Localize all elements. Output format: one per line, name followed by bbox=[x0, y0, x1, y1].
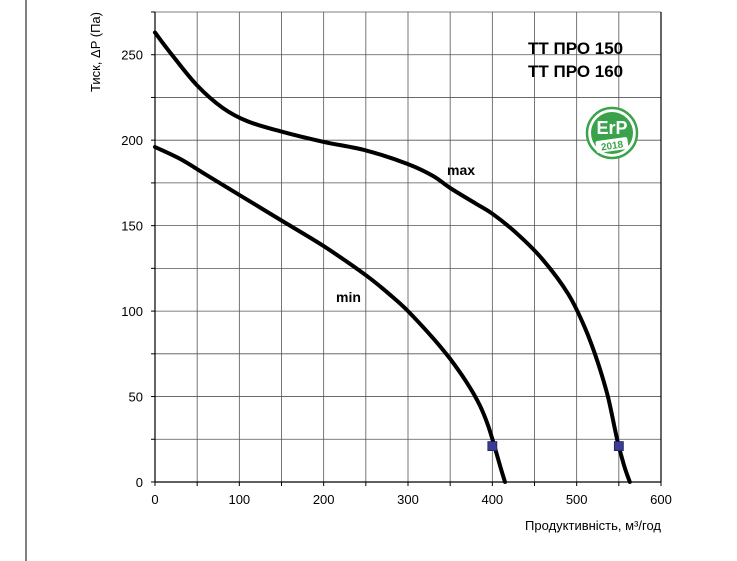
y-tick-label-200: 200 bbox=[121, 133, 143, 148]
operating-point-marker-min bbox=[487, 441, 498, 452]
erp-2018-badge: ErP 2018 bbox=[585, 106, 639, 160]
x-tick-label-500: 500 bbox=[566, 492, 588, 507]
y-tick-label-50: 50 bbox=[129, 390, 143, 405]
y-tick-label-150: 150 bbox=[121, 219, 143, 234]
grid bbox=[155, 11, 661, 482]
tick-labels: 0 100 200 300 400 500 600 0 50 100 150 200 250 bbox=[121, 48, 672, 507]
x-tick-label-100: 100 bbox=[228, 492, 250, 507]
chart-title-line-2: ТТ ПРО 160 bbox=[528, 62, 623, 81]
y-axis-label: Тиск, ΔP (Па) bbox=[88, 12, 103, 92]
axes bbox=[151, 11, 662, 486]
x-tick-label-0: 0 bbox=[151, 492, 158, 507]
badge-erp-text: ErP bbox=[596, 118, 627, 138]
x-tick-label-200: 200 bbox=[313, 492, 335, 507]
y-tick-label-100: 100 bbox=[121, 304, 143, 319]
y-tick-label-250: 250 bbox=[121, 48, 143, 63]
y-tick-label-0: 0 bbox=[136, 475, 143, 490]
badge-year-text: 2018 bbox=[600, 139, 624, 153]
x-tick-label-300: 300 bbox=[397, 492, 419, 507]
series-line-min bbox=[153, 145, 507, 484]
chart-title-line-1: ТТ ПРО 150 bbox=[528, 39, 623, 58]
series-group bbox=[153, 30, 632, 484]
series-label-max: max bbox=[447, 162, 475, 178]
badge-year-ribbon bbox=[595, 137, 629, 153]
series-line-max bbox=[153, 30, 632, 484]
operating-point-marker-max bbox=[613, 441, 624, 452]
series-label-min: min bbox=[336, 289, 361, 305]
x-tick-label-400: 400 bbox=[481, 492, 503, 507]
x-axis-label: Продуктивність, м³/год bbox=[525, 518, 661, 533]
x-tick-label-600: 600 bbox=[650, 492, 672, 507]
